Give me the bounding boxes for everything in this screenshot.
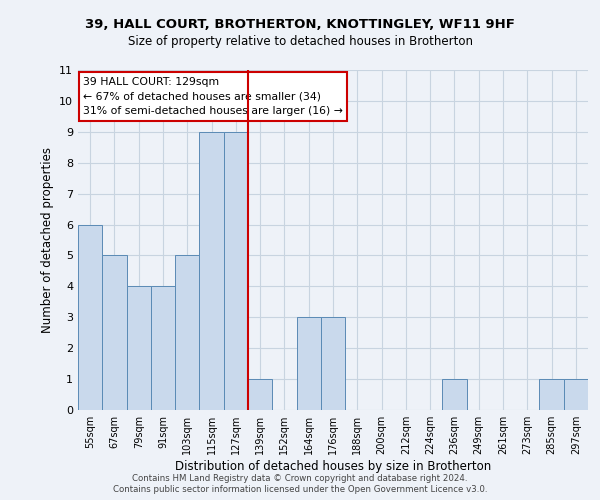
Bar: [248, 379, 272, 410]
Bar: [539, 379, 564, 410]
Y-axis label: Number of detached properties: Number of detached properties: [41, 147, 53, 333]
Text: Size of property relative to detached houses in Brotherton: Size of property relative to detached ho…: [128, 35, 473, 48]
Bar: [102, 256, 127, 410]
Bar: [127, 286, 151, 410]
Bar: [175, 256, 199, 410]
Bar: [78, 224, 102, 410]
X-axis label: Distribution of detached houses by size in Brotherton: Distribution of detached houses by size …: [175, 460, 491, 473]
Bar: [296, 318, 321, 410]
Text: 39 HALL COURT: 129sqm
← 67% of detached houses are smaller (34)
31% of semi-deta: 39 HALL COURT: 129sqm ← 67% of detached …: [83, 77, 343, 116]
Text: 39, HALL COURT, BROTHERTON, KNOTTINGLEY, WF11 9HF: 39, HALL COURT, BROTHERTON, KNOTTINGLEY,…: [85, 18, 515, 30]
Bar: [564, 379, 588, 410]
Bar: [321, 318, 345, 410]
Bar: [224, 132, 248, 410]
Bar: [199, 132, 224, 410]
Bar: [442, 379, 467, 410]
Bar: [151, 286, 175, 410]
Text: Contains HM Land Registry data © Crown copyright and database right 2024.
Contai: Contains HM Land Registry data © Crown c…: [113, 474, 487, 494]
